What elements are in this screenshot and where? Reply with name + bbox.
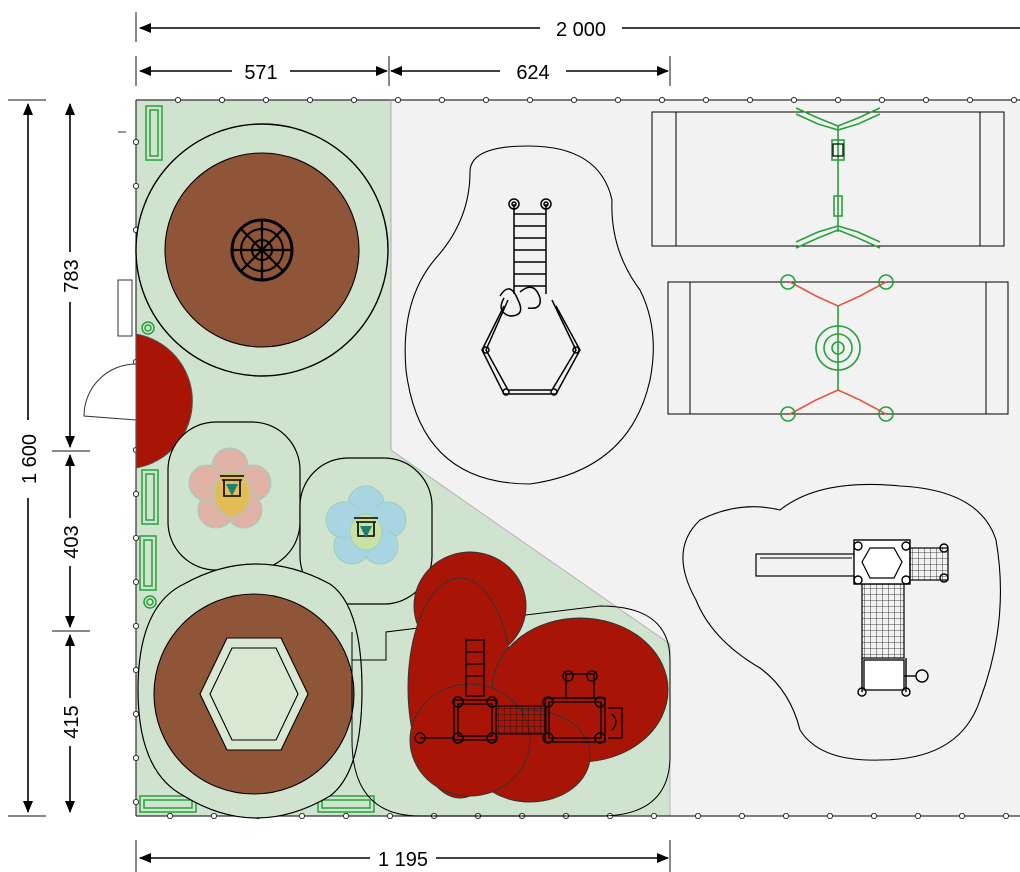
dimension-label-segment-bottom: 1 195 (378, 849, 428, 871)
rope-climber (404, 145, 654, 485)
dimension-segment-b: 624 (390, 56, 671, 86)
play-tower (682, 483, 1001, 761)
benches-green (139, 105, 375, 813)
dimension-height-a: 783 (52, 103, 90, 452)
dimension-label-height-b: 403 (61, 525, 83, 558)
climbing-complex (351, 551, 671, 817)
dimension-label-segment-b: 624 (516, 62, 549, 84)
dimension-segment-a: 571 (135, 56, 390, 86)
dimension-label-height-c: 415 (61, 705, 83, 738)
spring-rider-blue (299, 457, 433, 605)
swing-set-top (651, 107, 1005, 249)
swing-set-bottom (667, 274, 1009, 422)
spring-rider-pink (167, 421, 301, 571)
safety-zone-semicircle (135, 333, 193, 469)
dimension-label-total-height: 1 600 (19, 434, 41, 484)
dimension-label-total-width: 2 000 (556, 19, 606, 41)
entrance-gate (83, 131, 137, 421)
carousel (135, 123, 389, 377)
dimension-height-c: 415 (61, 634, 83, 813)
dimension-label-height-a: 783 (61, 259, 83, 292)
dimension-height-b: 403 (52, 454, 90, 632)
hexagon-sandbox (137, 563, 363, 819)
dimension-total-width: 2 000 (135, 12, 1020, 42)
dimension-segment-bottom: 1 195 (135, 840, 671, 872)
dimension-label-segment-a: 571 (244, 62, 277, 84)
dimension-total-height: 1 600 (8, 99, 46, 817)
